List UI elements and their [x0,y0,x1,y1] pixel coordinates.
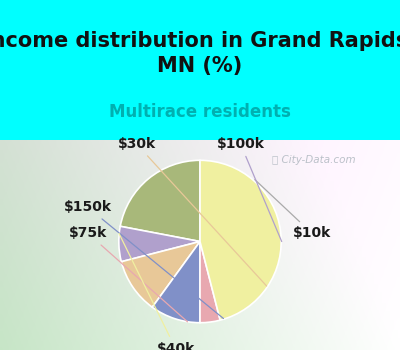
Text: $10k: $10k [255,180,331,240]
Text: Multirace residents: Multirace residents [109,103,291,121]
Wedge shape [152,241,200,323]
Wedge shape [121,241,200,307]
Wedge shape [120,160,200,242]
Text: $150k: $150k [64,201,224,318]
Wedge shape [200,241,220,323]
Text: $30k: $30k [118,137,267,286]
Text: $75k: $75k [69,226,188,322]
Wedge shape [200,160,281,320]
Text: $100k: $100k [217,137,282,242]
Wedge shape [119,226,200,262]
Text: $40k: $40k [119,233,195,350]
Text: ⓘ City-Data.com: ⓘ City-Data.com [272,155,356,165]
Text: Income distribution in Grand Rapids,
MN (%): Income distribution in Grand Rapids, MN … [0,31,400,76]
